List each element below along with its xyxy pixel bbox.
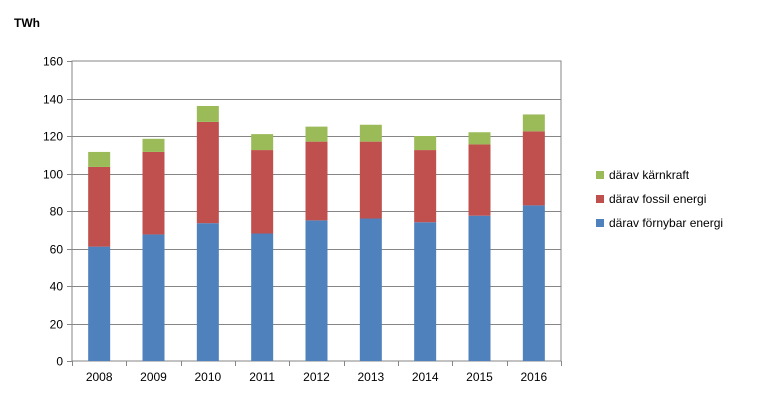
bar-segment-karnkraft: [251, 134, 274, 151]
x-tick-label: 2016: [520, 370, 547, 384]
legend-label: därav kärnkraft: [609, 168, 690, 182]
bar-segment-fossil: [251, 150, 274, 234]
bar-segment-fossil: [468, 144, 491, 216]
bar-segment-karnkraft: [359, 124, 382, 142]
y-tick-label: 20: [50, 318, 64, 332]
bar-segment-fornybar: [196, 223, 219, 361]
bar-segment-fornybar: [468, 215, 491, 361]
x-tick-label: 2010: [194, 370, 221, 384]
y-tick-label: 160: [43, 55, 63, 69]
x-tick-label: 2008: [86, 370, 113, 384]
x-tick-label: 2009: [140, 370, 167, 384]
y-tick-label: 120: [43, 130, 63, 144]
bar-segment-fossil: [359, 141, 382, 219]
x-tick-label: 2012: [303, 370, 330, 384]
y-tick-label: 60: [50, 243, 64, 257]
bars: [88, 106, 545, 361]
bar-segment-fornybar: [88, 246, 111, 361]
bar-segment-fossil: [414, 150, 437, 223]
bar-segment-fossil: [522, 131, 545, 206]
legend-swatch: [596, 219, 604, 227]
x-tick-label: 2015: [466, 370, 493, 384]
y-tick-label: 40: [50, 280, 64, 294]
bar-segment-fornybar: [359, 218, 382, 361]
bar-segment-fornybar: [414, 222, 437, 361]
bar-segment-fornybar: [305, 220, 328, 361]
legend-swatch: [596, 171, 604, 179]
bar-segment-fossil: [142, 151, 165, 235]
bar-segment-karnkraft: [142, 138, 165, 152]
y-tick-label: 140: [43, 93, 63, 107]
x-tick-label: 2013: [357, 370, 384, 384]
axes: 0 20 40 60 80 100 120 140 160 2008 2009 2010 2011 201…: [43, 55, 562, 384]
legend-label: därav förnybar energi: [609, 216, 723, 230]
bar-segment-karnkraft: [88, 151, 111, 167]
y-tick-label: 100: [43, 168, 63, 182]
y-axis-unit-label: TWh: [14, 16, 40, 30]
legend-label: därav fossil energi: [609, 192, 706, 206]
bar-segment-fossil: [196, 121, 219, 224]
bar-segment-karnkraft: [522, 114, 545, 132]
bar-segment-karnkraft: [414, 136, 437, 151]
bar-segment-fornybar: [522, 205, 545, 361]
x-tick-label: 2011: [249, 370, 275, 384]
legend-swatch: [596, 195, 604, 203]
bar-segment-karnkraft: [305, 126, 328, 142]
bar-segment-fossil: [305, 141, 328, 221]
x-tick-label: 2014: [412, 370, 439, 384]
bar-segment-karnkraft: [468, 132, 491, 145]
y-tick-label: 80: [50, 205, 64, 219]
bar-segment-fossil: [88, 166, 111, 247]
y-tick-label: 0: [56, 355, 63, 369]
bar-segment-fornybar: [142, 234, 165, 361]
bar-segment-karnkraft: [196, 106, 219, 122]
legend: därav kärnkraft därav fossil energi därav …: [596, 168, 723, 230]
bar-segment-fornybar: [251, 233, 274, 361]
